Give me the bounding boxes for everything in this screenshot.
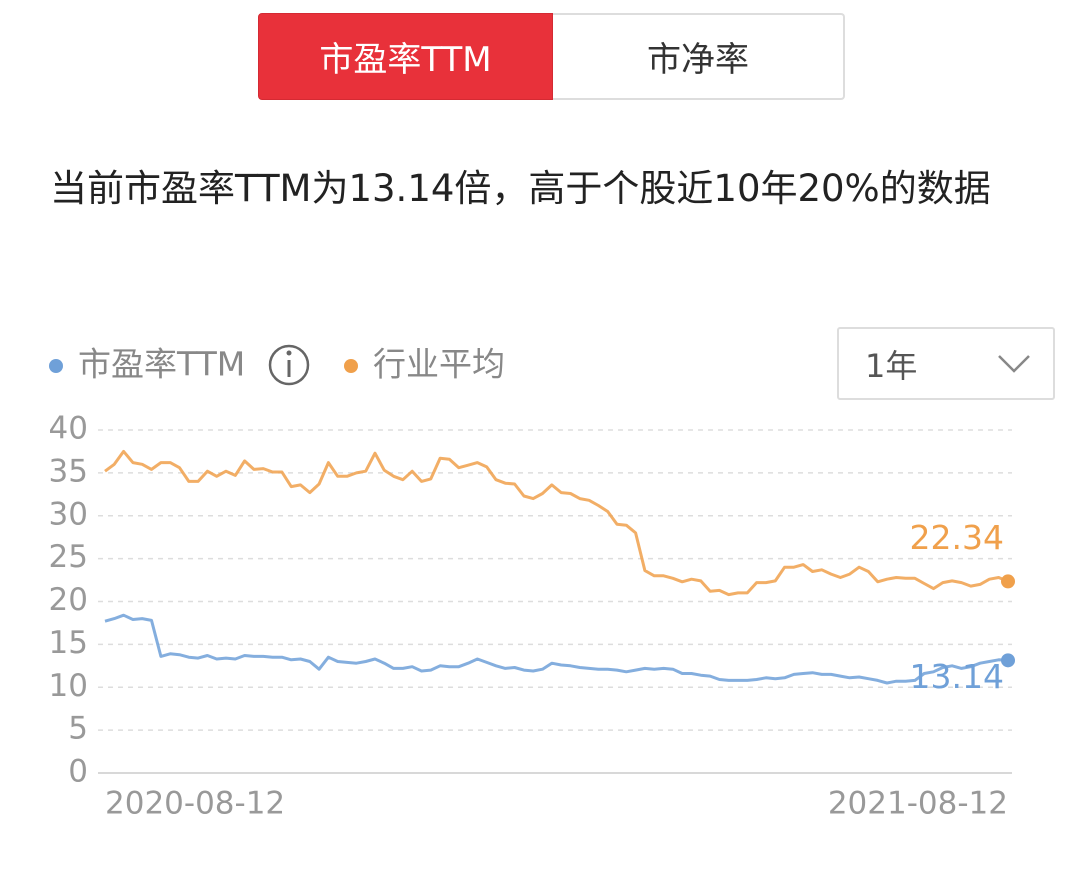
y-tick-label: 5 [68, 711, 88, 747]
info-icon[interactable] [268, 344, 310, 386]
legend-label: 行业平均 [373, 345, 505, 384]
y-tick-label: 40 [49, 411, 88, 447]
y-tick-label: 15 [49, 625, 88, 661]
y-tick-label: 0 [68, 754, 88, 790]
series-line [104, 613, 1009, 685]
chart: 市盈率TTM 行业平均 0 5 10 15 20 25 30 35 40 2020-08-12 20… [49, 344, 1015, 822]
end-value-label: 13.14 [910, 657, 1004, 696]
end-point [1001, 653, 1015, 668]
x-tick-label: 2021-08-12 [828, 786, 1008, 822]
x-tick-label: 2020-08-12 [105, 786, 285, 822]
legend-dot [344, 359, 358, 373]
legend-label: 市盈率TTM [78, 345, 245, 384]
tab-active[interactable]: 市盈率TTM [258, 13, 553, 100]
period-select-value: 1年 [865, 346, 918, 385]
y-tick-label: 10 [49, 668, 88, 704]
chevron-icon [998, 355, 1030, 373]
tab[interactable]: 市净率 [553, 13, 845, 100]
legend-dot [49, 359, 63, 373]
series-line [104, 449, 1009, 597]
end-value-label: 22.34 [910, 518, 1004, 557]
y-tick-label: 30 [49, 496, 88, 532]
headline: 当前市盈率TTM为13.14倍，高于个股近10年20%的数据 [50, 167, 991, 210]
end-point [1001, 574, 1015, 589]
period-select[interactable]: 1年 [837, 327, 1055, 400]
y-tick-label: 35 [49, 453, 88, 489]
y-tick-label: 25 [49, 539, 88, 575]
y-tick-label: 20 [49, 582, 88, 618]
